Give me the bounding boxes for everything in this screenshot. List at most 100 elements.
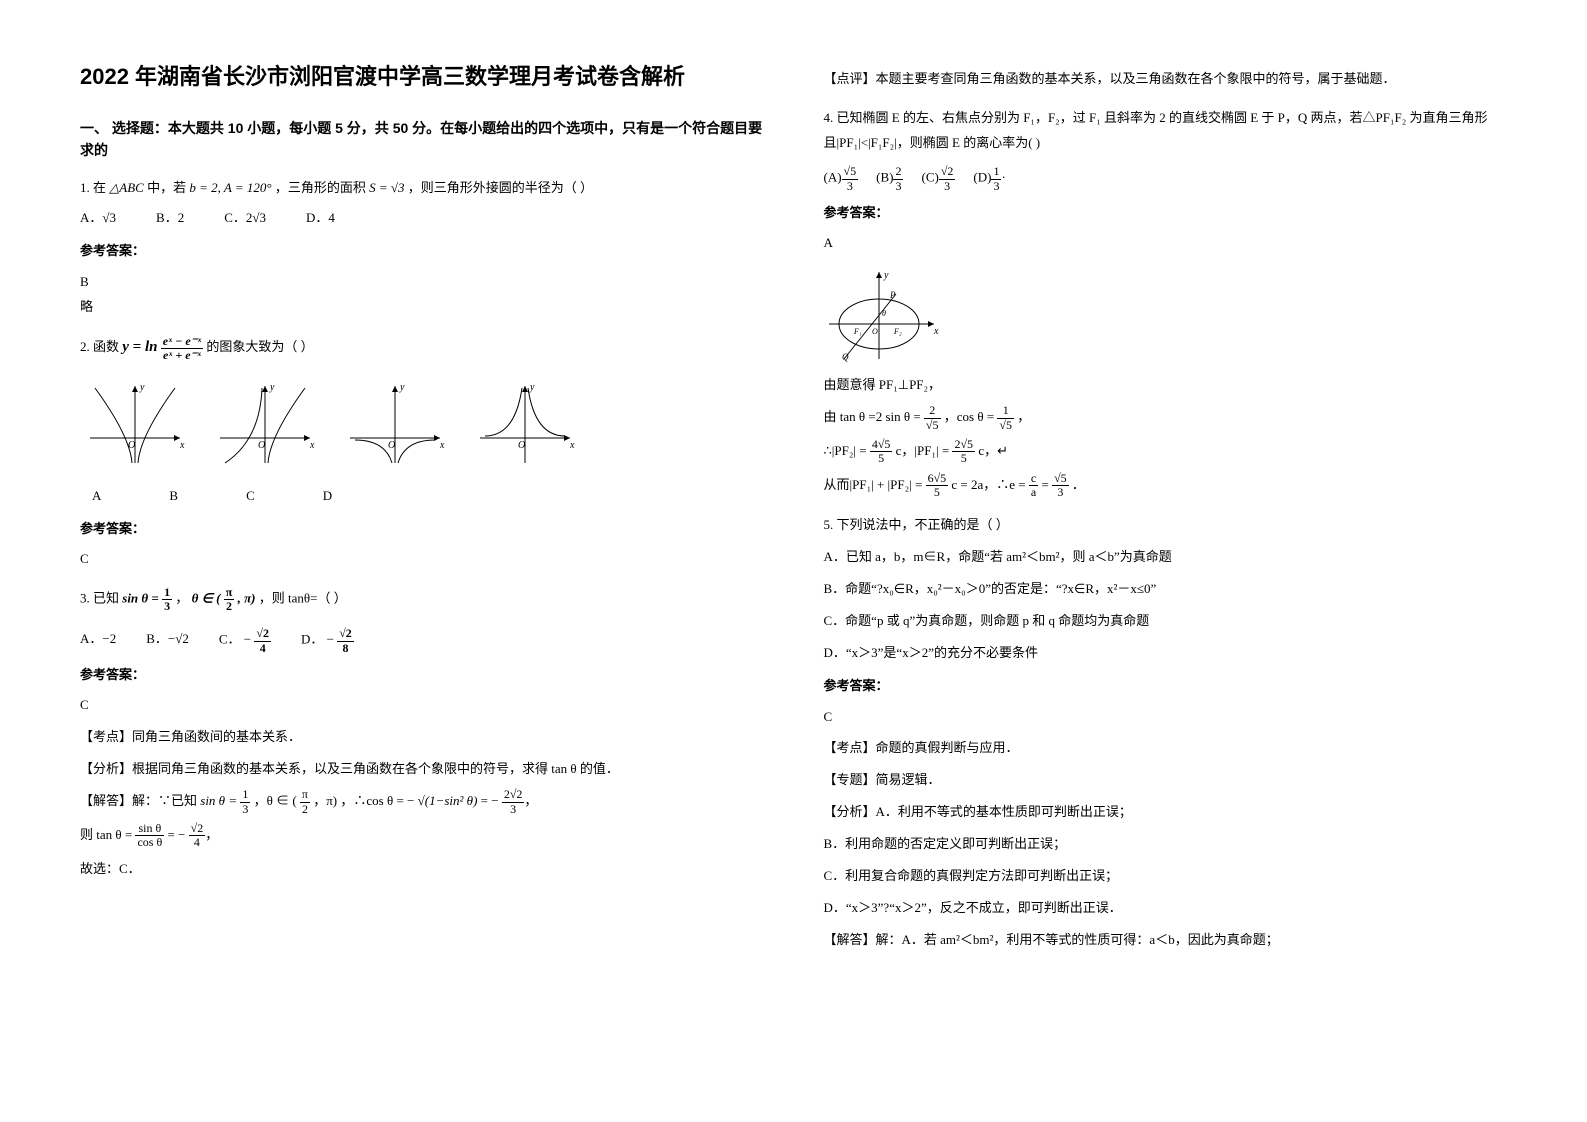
q3-jd-eq: = − — [481, 793, 499, 808]
q4-l4b: 6√55 — [926, 472, 949, 499]
q4-opt-b: (B)23 — [876, 165, 903, 192]
q3-opt-a: A．−2 — [80, 627, 116, 654]
q4-oa-pre: (A) — [824, 170, 842, 185]
q3-13d: 3 — [162, 600, 172, 613]
svg-text:x: x — [309, 440, 315, 451]
q4-line3: ∴|PF₂| = 4√55 c，|PF₁| = 2√55 c，↵ — [824, 438, 1508, 466]
svg-text:O: O — [258, 440, 265, 451]
q3-jd-root: √(1−sin² θ) — [418, 793, 478, 808]
svg-text:x: x — [439, 440, 445, 451]
q3-comma: ， — [175, 591, 188, 606]
q5-l4: B．利用命题的否定定义即可判断出正误； — [824, 831, 1508, 857]
svg-text:θ: θ — [882, 309, 886, 318]
q3-jd-sin: sin θ = — [200, 793, 237, 808]
q2-label-b: B — [169, 484, 178, 509]
q4-l2e: ， — [1017, 409, 1030, 424]
q4-opt-a: (A)√53 — [824, 165, 859, 192]
q3-jd-rb: ，π) — [313, 793, 337, 808]
q4-l4bd: 5 — [926, 486, 949, 499]
q4-l4c: c = 2a，∴e = — [951, 477, 1025, 492]
svg-text:O: O — [518, 440, 525, 451]
q3-fx: 【分析】根据同角三角函数的基本关系，以及三角函数在各个象限中的符号，求得 tan… — [80, 756, 764, 782]
q3-stem-a: 3. 已知 — [80, 591, 122, 606]
q3-od-neg: − — [327, 632, 334, 647]
svg-text:y: y — [139, 382, 145, 393]
svg-text:F₁: F₁ — [853, 327, 862, 336]
svg-text:x: x — [179, 440, 185, 451]
q2-graph-c: yOx — [340, 378, 450, 468]
q2-ans-label: 参考答案： — [80, 517, 764, 542]
q2-formula-frac: eˣ − e⁻ˣ eˣ + e⁻ˣ — [161, 335, 203, 362]
q3-options: A．−2 B．−√2 C． − √2 4 D． − √2 8 — [80, 627, 764, 654]
q4-oc-pre: (C) — [921, 170, 938, 185]
q4-oad: 3 — [842, 180, 859, 193]
question-1: 1. 在 △ABC 中，若 b = 2, A = 120° ，三角形的面积 S … — [80, 176, 764, 319]
q4-l3c: c，|PF₁| = — [896, 443, 950, 458]
q3-ans-label: 参考答案： — [80, 663, 764, 688]
q4-ob-frac: 23 — [893, 165, 903, 192]
q4-l4e: = — [1041, 477, 1052, 492]
q4-od-frac: 13 — [991, 165, 1001, 192]
q3-ocn: √2 — [254, 627, 271, 641]
q5-stem: 5. 下列说法中，不正确的是（ ） — [824, 513, 1508, 538]
q4-l3bd: 5 — [870, 452, 893, 465]
q4-l4d: ca — [1029, 472, 1038, 499]
q4-l4bn: 6√5 — [926, 472, 949, 486]
q2-answer: C — [80, 547, 764, 572]
q4-oan: √5 — [842, 165, 859, 179]
q3-opt-d: D． − √2 8 — [301, 627, 354, 654]
q3-jd-13n: 1 — [240, 788, 250, 802]
q4-ocd: 3 — [939, 180, 956, 193]
q5-opt-d: D．“x＞3”是“x＞2”的充分不必要条件 — [824, 640, 1508, 666]
q1-opt-d: D．4 — [306, 206, 335, 231]
q4-l2c: ，cos θ = — [944, 409, 994, 424]
q1-opt-a: A．√3 — [80, 206, 116, 231]
q3-od-frac: √2 8 — [337, 627, 354, 654]
q3-jd2b: = − — [167, 827, 185, 842]
q2-label-a: A — [92, 484, 101, 509]
q3-jd-line2: 则 tan θ = sin θcos θ = − √24， — [80, 822, 764, 850]
q4-odd: 3 — [991, 180, 1001, 193]
q3-jd2-frac: sin θcos θ — [135, 822, 164, 849]
q4-l3e: c，↵ — [978, 443, 1008, 458]
q1-answer: B — [80, 270, 764, 295]
q5-l5: C．利用复合命题的真假判定方法即可判断出正误； — [824, 863, 1508, 889]
q4-l3dd: 5 — [952, 452, 975, 465]
q4-l3a: ∴|PF₂| = — [824, 443, 867, 458]
q3-opt-c: C． − √2 4 — [219, 627, 271, 654]
q4-l4g: ． — [1072, 477, 1085, 492]
q4-l4a: 从而|PF₁| + |PF₂| = — [824, 477, 923, 492]
question-3: 3. 已知 sin θ = 1 3 ， θ ∈ ( π 2 , π) ，则 ta… — [80, 586, 764, 882]
q2-graph-labels: A B C D — [80, 484, 764, 509]
q4-options: (A)√53 (B)23 (C)√23 (D)13· — [824, 165, 1508, 192]
q3-frac13: 1 3 — [162, 586, 172, 613]
q3-jd2n: sin θ — [135, 822, 164, 836]
q2-den: eˣ + e⁻ˣ — [161, 349, 203, 362]
q4-ocn: √2 — [939, 165, 956, 179]
q4-l3d: 2√55 — [952, 438, 975, 465]
svg-text:P: P — [889, 290, 896, 300]
question-5: 5. 下列说法中，不正确的是（ ） A．已知 a，b，m∈R，命题“若 am²＜… — [824, 513, 1508, 953]
q3-13n: 1 — [162, 586, 172, 600]
q5-l7: 【解答】解：A．若 am²＜bm²，利用不等式的性质可得：a＜b，因此为真命题； — [824, 927, 1508, 953]
q3-opt-b: B．−√2 — [146, 627, 189, 654]
q5-opt-b: B．命题“?x₀∈R，x₀²－x₀＞0”的否定是：“?x∈R，x²－x≤0” — [824, 576, 1508, 602]
q4-obn: 2 — [893, 165, 903, 179]
q3-pi2n: π — [224, 586, 235, 600]
q5-answer: C — [824, 705, 1508, 730]
q2-graph-d: yOx — [470, 378, 580, 468]
q4-ans-label: 参考答案： — [824, 201, 1508, 226]
q3-jd2a: 则 tan θ = — [80, 827, 135, 842]
q2-graph-a: yOx — [80, 378, 190, 468]
q1-stem-c: ，三角形的面积 — [275, 180, 366, 195]
q5-opt-c: C．命题“p 或 q”为真命题，则命题 p 和 q 命题均为真命题 — [824, 608, 1508, 634]
q4-od-pre: (D) — [973, 170, 991, 185]
q4-l3b: 4√55 — [870, 438, 893, 465]
q4-obd: 3 — [893, 180, 903, 193]
q1-stem-b: 中，若 — [147, 180, 189, 195]
q3-oc-frac: √2 4 — [254, 627, 271, 654]
q4-l3dn: 2√5 — [952, 438, 975, 452]
q3-jd-resn: 2√2 — [502, 788, 525, 802]
q4-l2d: 1√5 — [997, 404, 1014, 431]
svg-text:Q: Q — [842, 352, 849, 362]
